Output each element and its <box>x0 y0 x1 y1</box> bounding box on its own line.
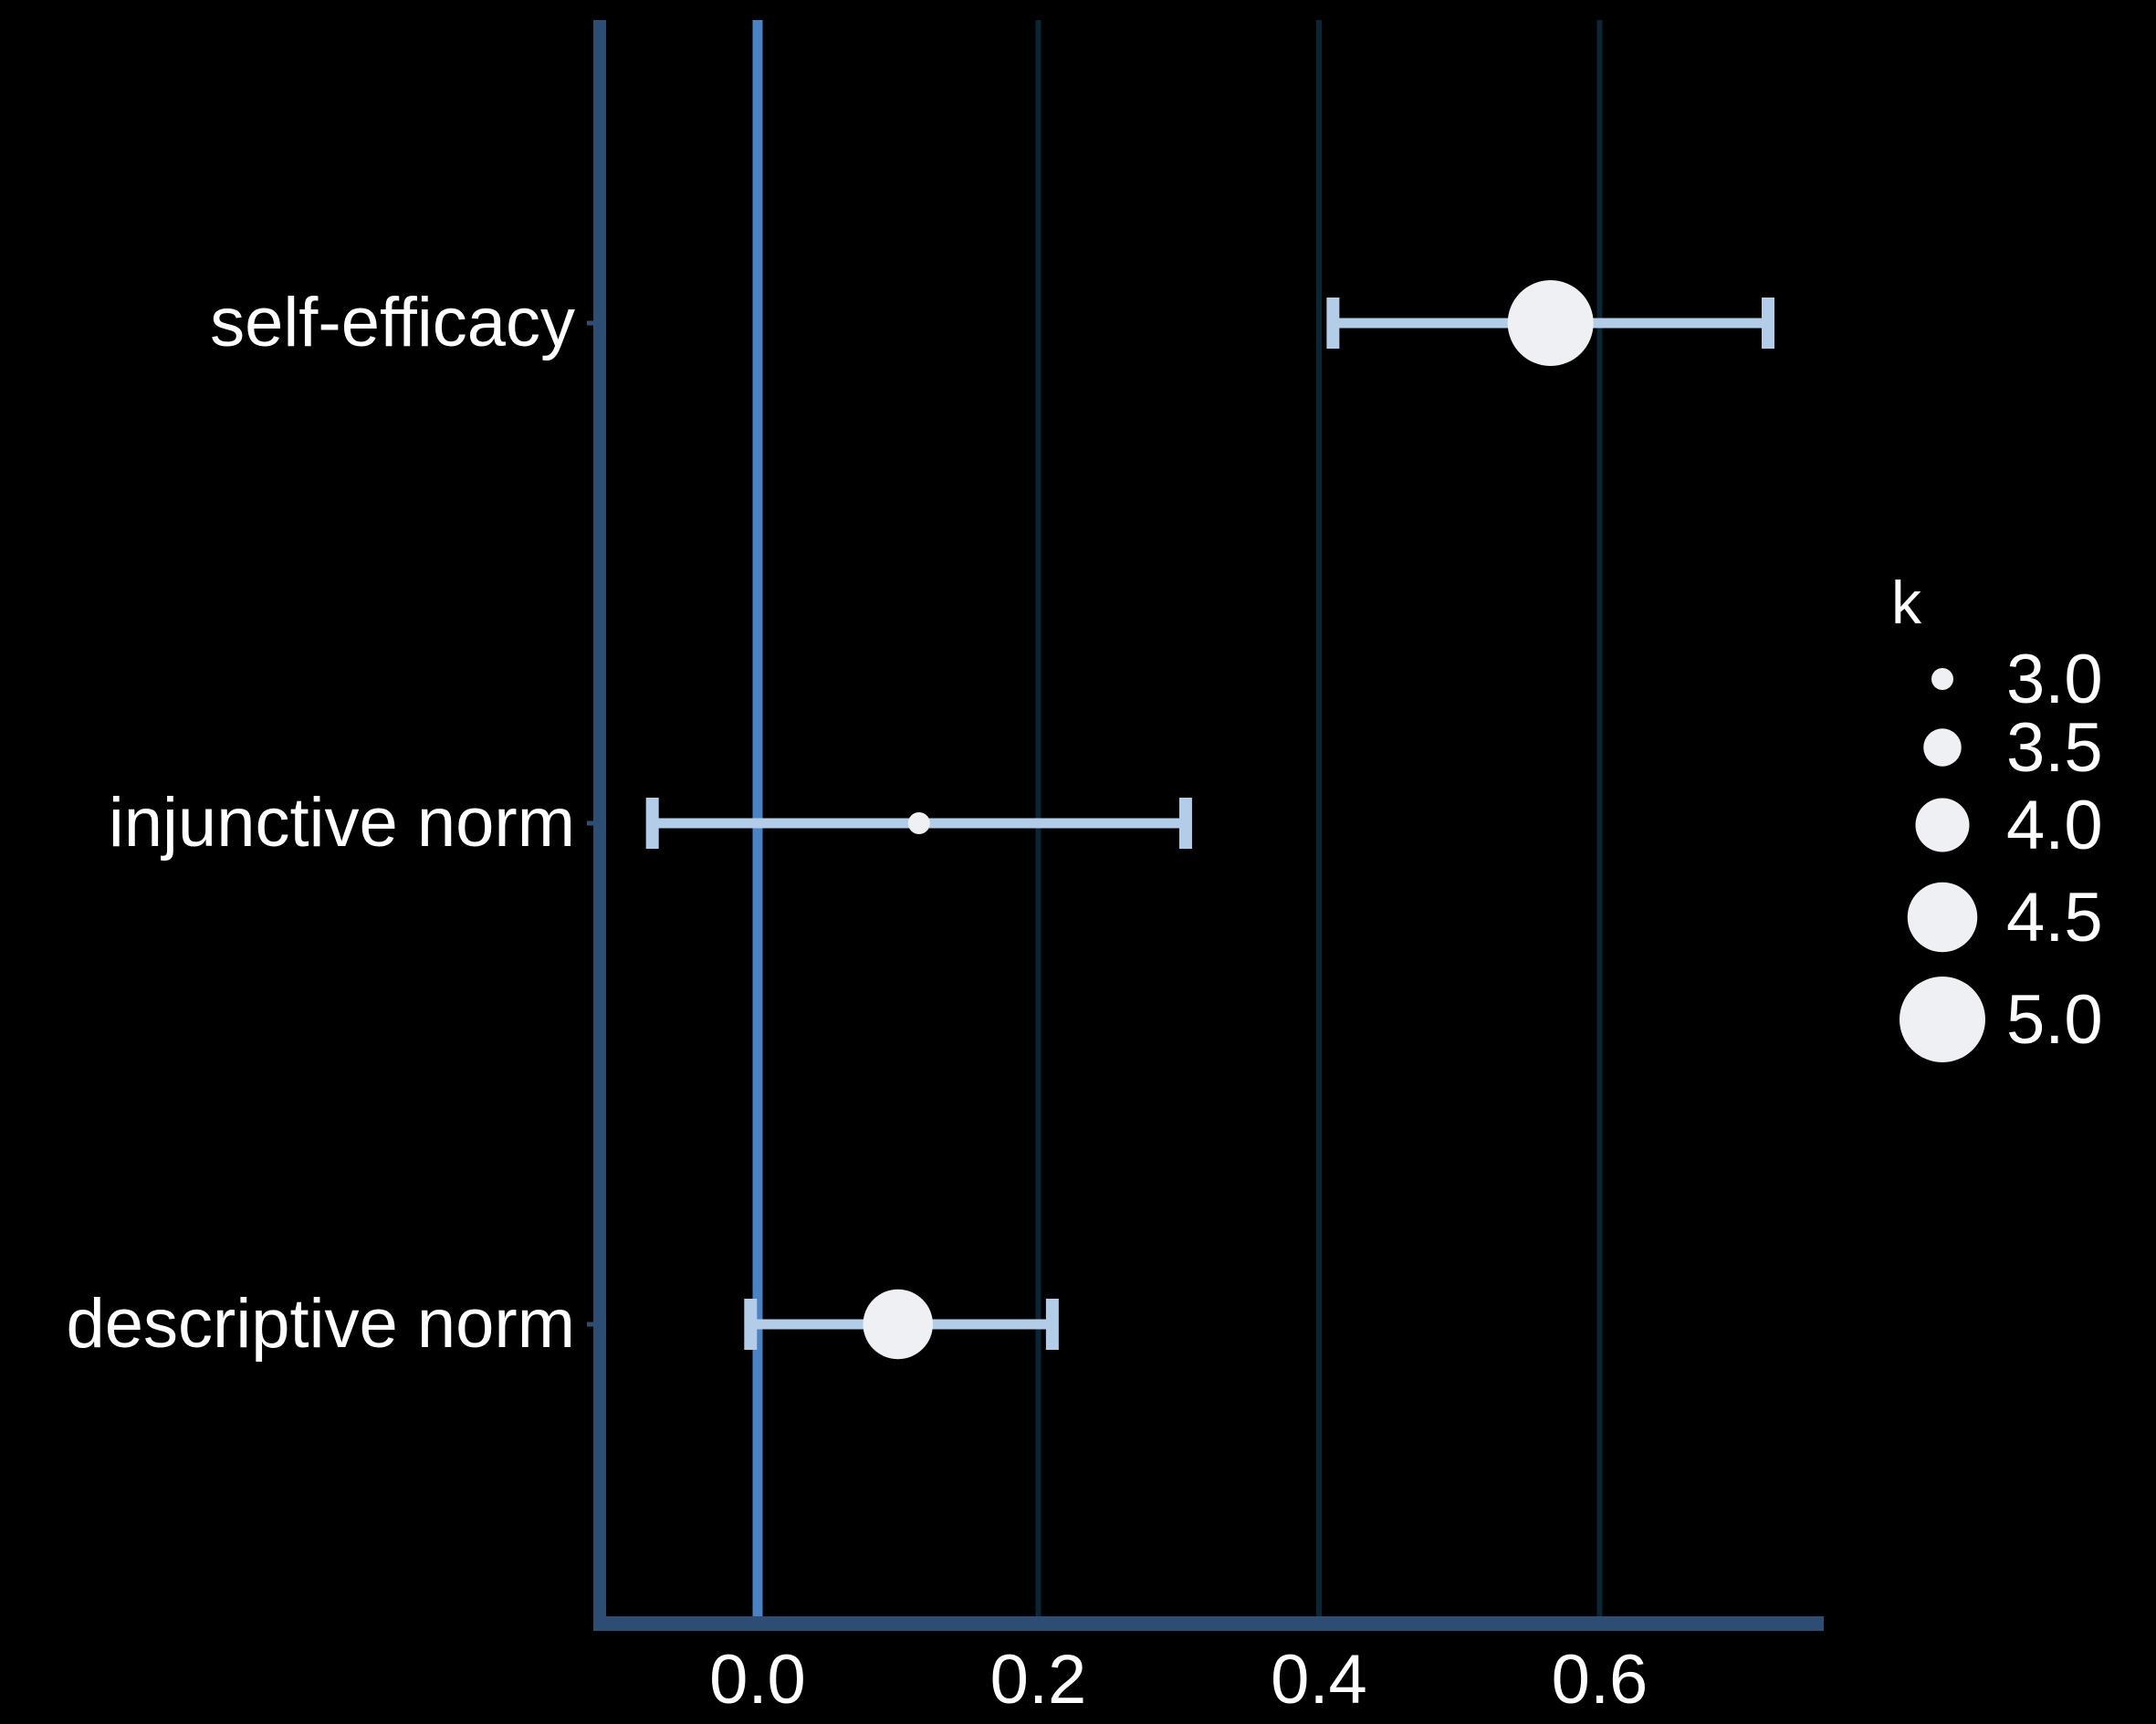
x-tick-label: 0.0 <box>709 1641 806 1719</box>
legend-label: 3.0 <box>2006 641 2103 718</box>
point-3 <box>863 1289 933 1360</box>
legend-key-2 <box>1923 728 1962 767</box>
x-tick-label: 0.2 <box>990 1641 1087 1719</box>
x-tick-label: 0.6 <box>1552 1641 1648 1719</box>
legend-key-1 <box>1931 668 1953 690</box>
x-tick-label: 0.4 <box>1271 1641 1367 1719</box>
y-axis-label: descriptive norm <box>66 1285 575 1363</box>
legend-key-5 <box>1900 977 1985 1062</box>
y-axis-labels: self-efficacy injunctive norm descriptive … <box>66 284 575 1363</box>
legend-key-3 <box>1915 798 1970 852</box>
axes <box>587 20 1824 1631</box>
legend-label: 4.5 <box>2006 879 2103 956</box>
legend-title: k <box>1891 569 1922 636</box>
point-1 <box>1507 280 1594 366</box>
y-axis-label: self-efficacy <box>210 284 575 361</box>
legend-key-4 <box>1907 882 1978 953</box>
legend: k 3.03.54.0 4.5 5.0 <box>1891 569 2103 1062</box>
y-axis-label: injunctive norm <box>109 784 575 862</box>
legend-label: 4.0 <box>2006 787 2103 864</box>
x-axis-ticks: 0.0 0.2 0.4 0.6 <box>709 1641 1648 1719</box>
legend-label: 3.5 <box>2006 709 2103 787</box>
points <box>863 280 1594 1360</box>
legend-label: 5.0 <box>2006 981 2103 1059</box>
point-2 <box>907 812 930 834</box>
